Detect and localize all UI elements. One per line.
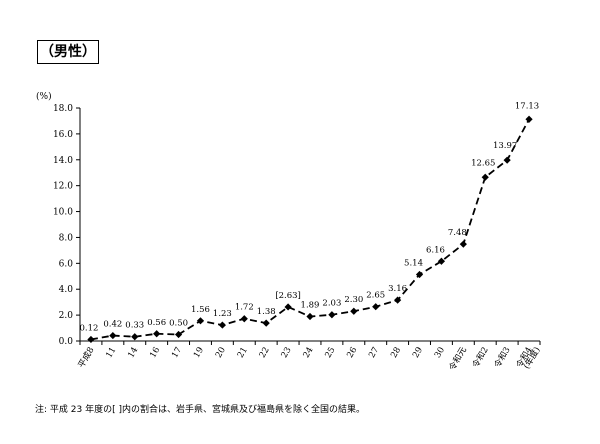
x-axis: 平成8 11 14 16 17 19 20 21 22 23 24 25 26 27 28 29 30 令和元 令和… [76,340,543,373]
data-label: 1.56 [191,305,210,315]
data-point [284,303,292,311]
x-tick-label: 28 [389,346,403,360]
data-point [109,331,117,340]
data-point [262,319,270,327]
data-label: 5.14 [404,258,423,268]
data-label: 12.65 [471,158,495,168]
data-label: 13.97 [493,141,517,151]
data-label: 1.89 [301,301,320,311]
data-point [328,311,336,319]
x-tick-label: 25 [323,346,337,360]
data-point [394,296,402,304]
data-point [459,240,467,248]
data-label: [2.63] [275,291,301,301]
data-point [153,330,161,338]
data-label: 6.16 [426,245,445,255]
data-label: 2.30 [344,295,363,305]
data-labels: 0.12 0.42 0.33 0.56 0.501.56 1.231.72 1.38 [2.6… [79,101,539,333]
y-tick-label: 12.0 [53,182,73,192]
x-tick-label: 令和元 [447,345,470,373]
y-tick-label: 2.0 [59,311,74,321]
y-tick-label: 16.0 [53,130,73,140]
x-tick-label: 24 [302,346,316,360]
x-tick-label: 23 [280,346,294,360]
data-label: 2.03 [322,299,341,309]
data-label: 3.16 [388,284,407,294]
data-label: 1.38 [257,307,276,317]
x-tick-label: 19 [192,346,206,360]
data-label: 2.65 [366,291,385,301]
data-point [350,307,358,315]
data-point [131,333,139,341]
data-label: 7.48 [448,228,467,238]
x-tick-label: 26 [345,346,359,360]
data-point [525,115,533,123]
y-tick-label: 8.0 [59,233,74,243]
x-tick-label: 17 [170,346,184,360]
y-tick-label: 18.0 [53,104,73,114]
data-point [503,156,511,164]
x-tick-label: 22 [258,346,272,360]
y-tick-label: 10.0 [53,208,73,218]
x-tick-label: 29 [411,346,425,360]
data-point [415,270,424,279]
data-point [372,303,380,311]
data-point [306,312,314,321]
data-label: 0.12 [79,323,98,333]
x-tick-label: 20 [214,346,228,360]
data-label: 0.33 [125,321,144,331]
y-tick-label: 4.0 [59,285,74,295]
x-tick-label: 16 [148,346,162,360]
data-point [196,317,205,325]
data-point [240,315,248,323]
y-axis-label: (%) [36,91,52,102]
y-tick-label: 0.0 [59,337,74,347]
x-tick-label: 27 [367,346,381,360]
data-points [87,115,533,344]
data-label: 0.50 [169,319,188,329]
footnote: 注: 平成 23 年度の[ ]内の割合は、岩手県、宮城県及び福島県を除く全国の結… [35,405,365,415]
data-point [174,330,183,339]
y-axis: 0.0 2.0 4.0 6.0 8.0 10.0 12.0 14.0 16.0 18.0 [53,104,81,347]
x-tick-label: 11 [104,346,118,360]
x-tick-label: 令和2 [470,345,491,370]
data-point [218,321,226,329]
data-label: 1.72 [235,303,254,313]
data-point [437,257,446,265]
data-label: 17.13 [515,101,539,111]
x-tick-label: 令和3 [492,345,513,370]
data-point [481,173,489,181]
x-tick-label: 21 [236,346,250,360]
data-point [87,335,95,344]
data-label: 1.23 [213,309,232,319]
x-tick-label: 14 [126,346,140,360]
x-tick-label: 平成8 [76,345,97,370]
y-tick-label: 6.0 [59,259,74,269]
data-label: 0.42 [103,320,122,330]
data-label: 0.56 [147,318,166,328]
y-tick-label: 14.0 [53,156,73,166]
x-tick-label: 30 [433,346,447,360]
chart-title: （男性） [37,40,99,64]
